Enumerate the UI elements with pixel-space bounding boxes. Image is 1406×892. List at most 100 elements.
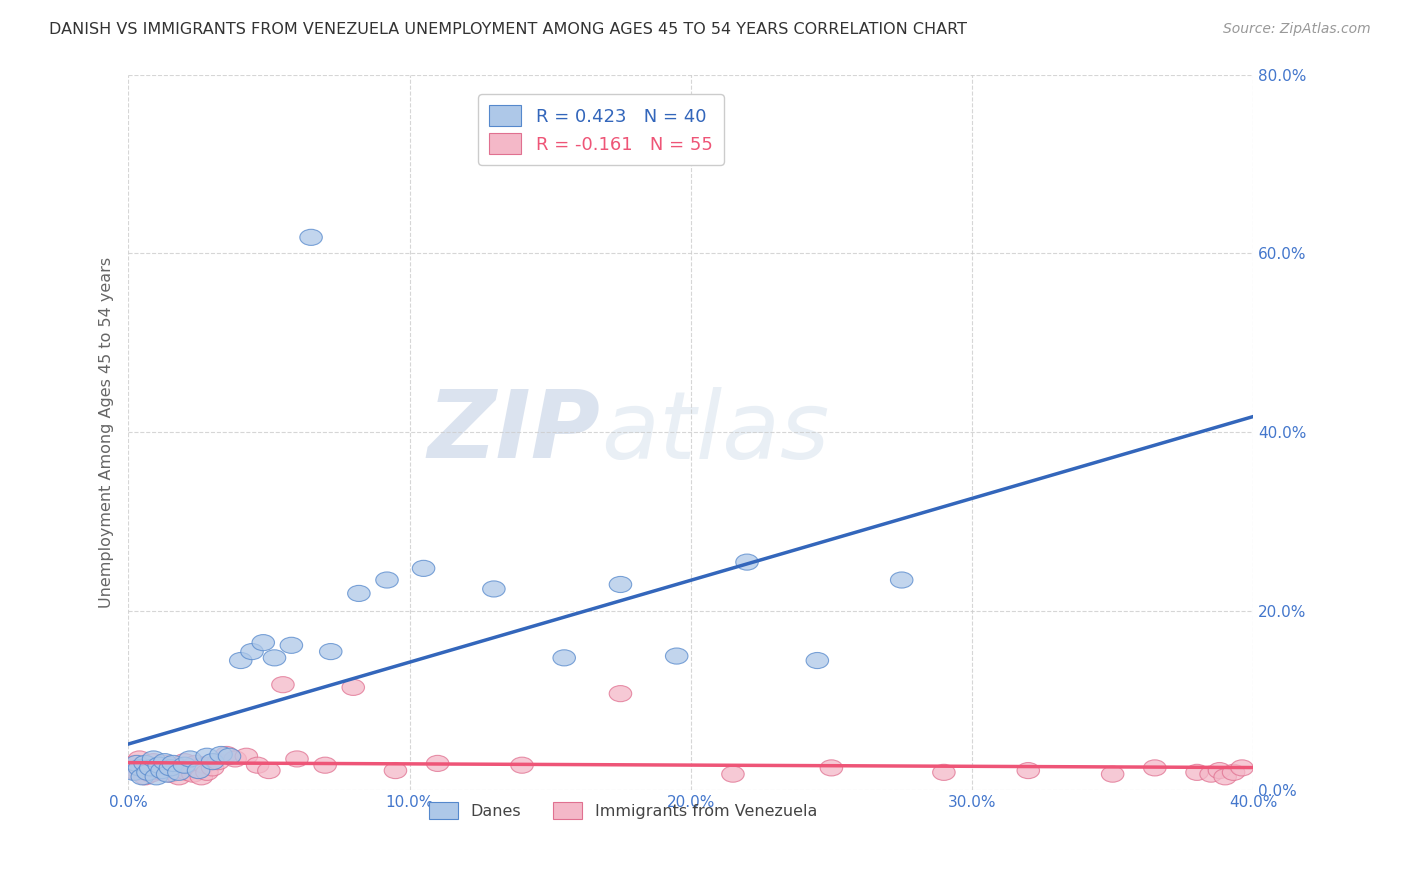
Ellipse shape (159, 766, 181, 782)
Ellipse shape (195, 748, 218, 764)
Ellipse shape (1185, 764, 1208, 780)
Ellipse shape (159, 760, 181, 776)
Ellipse shape (1101, 766, 1123, 782)
Ellipse shape (145, 763, 167, 779)
Ellipse shape (280, 637, 302, 653)
Ellipse shape (553, 649, 575, 666)
Ellipse shape (179, 751, 201, 767)
Ellipse shape (125, 756, 148, 772)
Ellipse shape (1213, 769, 1236, 785)
Ellipse shape (314, 757, 336, 773)
Legend: Danes, Immigrants from Venezuela: Danes, Immigrants from Venezuela (423, 796, 824, 825)
Ellipse shape (347, 585, 370, 601)
Ellipse shape (252, 634, 274, 650)
Ellipse shape (153, 754, 176, 770)
Ellipse shape (201, 760, 224, 776)
Ellipse shape (257, 763, 280, 779)
Ellipse shape (609, 686, 631, 702)
Ellipse shape (224, 751, 246, 767)
Ellipse shape (139, 760, 162, 776)
Ellipse shape (176, 764, 198, 780)
Ellipse shape (218, 748, 240, 764)
Ellipse shape (139, 766, 162, 782)
Y-axis label: Unemployment Among Ages 45 to 54 years: Unemployment Among Ages 45 to 54 years (100, 257, 114, 608)
Ellipse shape (482, 581, 505, 597)
Ellipse shape (209, 747, 232, 763)
Ellipse shape (263, 649, 285, 666)
Ellipse shape (187, 763, 209, 779)
Ellipse shape (150, 763, 173, 779)
Ellipse shape (721, 766, 744, 782)
Text: DANISH VS IMMIGRANTS FROM VENEZUELA UNEMPLOYMENT AMONG AGES 45 TO 54 YEARS CORRE: DANISH VS IMMIGRANTS FROM VENEZUELA UNEM… (49, 22, 967, 37)
Ellipse shape (179, 759, 201, 775)
Ellipse shape (153, 756, 176, 772)
Ellipse shape (167, 769, 190, 785)
Ellipse shape (1017, 763, 1039, 779)
Ellipse shape (1199, 766, 1222, 782)
Ellipse shape (240, 643, 263, 659)
Ellipse shape (890, 572, 912, 588)
Ellipse shape (201, 754, 224, 770)
Ellipse shape (510, 757, 533, 773)
Ellipse shape (165, 763, 187, 779)
Ellipse shape (142, 751, 165, 767)
Ellipse shape (806, 652, 828, 669)
Ellipse shape (148, 757, 170, 773)
Ellipse shape (162, 756, 184, 772)
Ellipse shape (820, 760, 842, 776)
Ellipse shape (131, 760, 153, 776)
Text: Source: ZipAtlas.com: Source: ZipAtlas.com (1223, 22, 1371, 37)
Ellipse shape (932, 764, 955, 780)
Ellipse shape (167, 764, 190, 780)
Ellipse shape (1230, 760, 1253, 776)
Ellipse shape (412, 560, 434, 576)
Ellipse shape (184, 756, 207, 772)
Ellipse shape (319, 643, 342, 659)
Ellipse shape (156, 766, 179, 782)
Ellipse shape (271, 677, 294, 693)
Ellipse shape (162, 757, 184, 773)
Ellipse shape (173, 754, 195, 770)
Ellipse shape (181, 766, 204, 782)
Ellipse shape (384, 763, 406, 779)
Ellipse shape (156, 761, 179, 777)
Ellipse shape (173, 757, 195, 773)
Ellipse shape (120, 760, 142, 776)
Ellipse shape (134, 769, 156, 785)
Ellipse shape (148, 759, 170, 775)
Ellipse shape (131, 769, 153, 785)
Ellipse shape (235, 748, 257, 764)
Ellipse shape (426, 756, 449, 772)
Ellipse shape (187, 763, 209, 779)
Ellipse shape (170, 760, 193, 776)
Ellipse shape (609, 576, 631, 592)
Ellipse shape (145, 769, 167, 785)
Ellipse shape (207, 754, 229, 770)
Ellipse shape (142, 754, 165, 770)
Ellipse shape (136, 757, 159, 773)
Ellipse shape (215, 747, 238, 763)
Ellipse shape (735, 554, 758, 570)
Ellipse shape (195, 764, 218, 780)
Ellipse shape (125, 764, 148, 780)
Ellipse shape (136, 764, 159, 780)
Ellipse shape (128, 760, 150, 776)
Ellipse shape (1208, 763, 1230, 779)
Ellipse shape (128, 751, 150, 767)
Ellipse shape (193, 757, 215, 773)
Ellipse shape (190, 769, 212, 785)
Ellipse shape (246, 757, 269, 773)
Ellipse shape (122, 756, 145, 772)
Ellipse shape (150, 764, 173, 780)
Text: ZIP: ZIP (427, 386, 600, 478)
Ellipse shape (342, 680, 364, 696)
Ellipse shape (1222, 764, 1244, 780)
Ellipse shape (285, 751, 308, 767)
Text: atlas: atlas (600, 387, 830, 478)
Ellipse shape (122, 764, 145, 780)
Ellipse shape (134, 756, 156, 772)
Ellipse shape (375, 572, 398, 588)
Ellipse shape (299, 229, 322, 245)
Ellipse shape (665, 648, 688, 665)
Ellipse shape (1143, 760, 1166, 776)
